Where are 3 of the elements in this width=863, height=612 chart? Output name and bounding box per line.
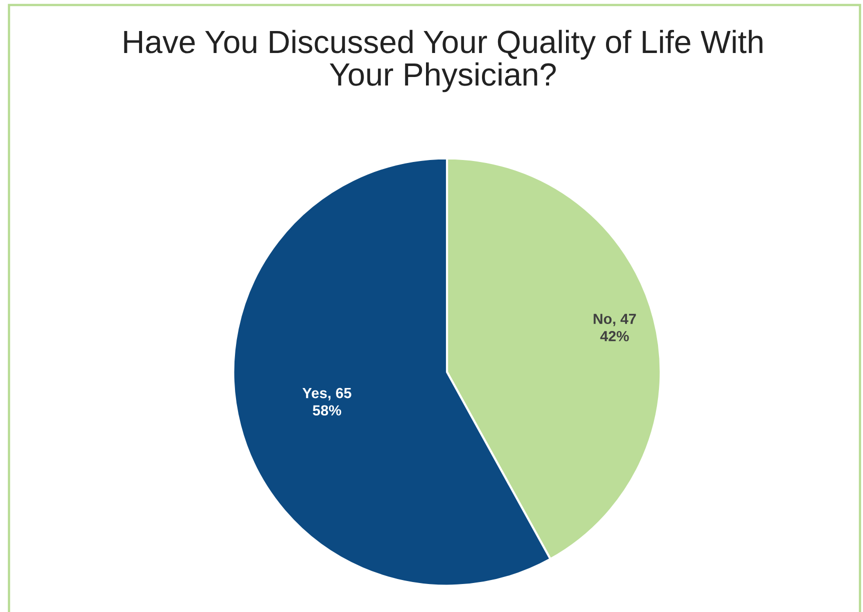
slice-label: Yes, 65 58% — [302, 388, 352, 416]
slice-label: No, 47 42% — [594, 314, 636, 342]
chart-title: Have You Discussed Your Quality of Life With Your Physician? — [124, 30, 762, 92]
